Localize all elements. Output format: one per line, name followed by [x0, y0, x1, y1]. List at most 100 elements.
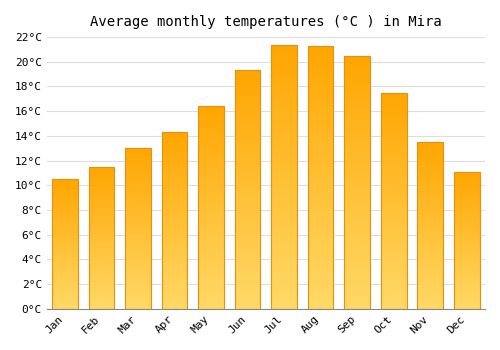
Bar — [52, 179, 78, 182]
Bar — [162, 220, 188, 224]
Bar — [126, 283, 151, 286]
Bar — [52, 179, 78, 309]
Bar — [272, 140, 297, 145]
Bar — [126, 183, 151, 187]
Bar — [454, 276, 479, 279]
Bar — [272, 256, 297, 261]
Bar — [308, 209, 334, 214]
Bar — [454, 279, 479, 281]
Bar — [52, 265, 78, 267]
Bar — [308, 298, 334, 303]
Bar — [162, 263, 188, 266]
Bar — [235, 104, 260, 108]
Bar — [418, 269, 443, 272]
Bar — [344, 101, 370, 106]
Bar — [344, 167, 370, 172]
Bar — [418, 155, 443, 159]
Bar — [308, 256, 334, 261]
Bar — [52, 210, 78, 213]
Bar — [198, 175, 224, 179]
Bar — [162, 136, 188, 139]
Bar — [308, 88, 334, 93]
Bar — [235, 256, 260, 261]
Bar — [52, 228, 78, 231]
Bar — [381, 106, 406, 110]
Bar — [235, 113, 260, 118]
Bar — [381, 296, 406, 300]
Bar — [126, 261, 151, 264]
Bar — [272, 145, 297, 150]
Bar — [162, 277, 188, 280]
Bar — [308, 77, 334, 83]
Bar — [381, 188, 406, 192]
Bar — [344, 157, 370, 162]
Bar — [126, 248, 151, 251]
Bar — [162, 171, 188, 175]
Bar — [272, 203, 297, 208]
Bar — [235, 285, 260, 290]
Bar — [198, 236, 224, 240]
Bar — [52, 202, 78, 205]
Bar — [381, 248, 406, 253]
Bar — [272, 66, 297, 71]
Bar — [162, 284, 188, 288]
Bar — [272, 177, 297, 182]
Bar — [89, 255, 114, 258]
Bar — [126, 206, 151, 209]
Bar — [52, 301, 78, 303]
Bar — [235, 304, 260, 309]
Bar — [198, 288, 224, 293]
Bar — [454, 188, 479, 191]
Bar — [308, 182, 334, 188]
Bar — [381, 192, 406, 196]
Bar — [308, 172, 334, 177]
Bar — [272, 272, 297, 277]
Bar — [344, 147, 370, 152]
Bar — [198, 147, 224, 151]
Bar — [162, 153, 188, 157]
Bar — [52, 275, 78, 278]
Bar — [235, 166, 260, 170]
Bar — [418, 256, 443, 259]
Bar — [89, 181, 114, 184]
Bar — [344, 187, 370, 192]
Bar — [454, 292, 479, 295]
Bar — [198, 252, 224, 256]
Bar — [454, 270, 479, 273]
Bar — [344, 142, 370, 147]
Bar — [272, 155, 297, 161]
Bar — [344, 132, 370, 136]
Bar — [89, 244, 114, 246]
Bar — [89, 187, 114, 189]
Bar — [235, 161, 260, 166]
Bar — [126, 216, 151, 219]
Bar — [162, 132, 188, 136]
Bar — [198, 155, 224, 159]
Bar — [198, 203, 224, 208]
Bar — [344, 294, 370, 299]
Bar — [89, 306, 114, 309]
Bar — [418, 142, 443, 309]
Bar — [272, 240, 297, 245]
Bar — [344, 111, 370, 117]
Bar — [198, 280, 224, 285]
Bar — [308, 151, 334, 156]
Bar — [126, 254, 151, 257]
Bar — [52, 218, 78, 220]
Bar — [381, 270, 406, 274]
Bar — [162, 214, 188, 217]
Bar — [89, 189, 114, 192]
Bar — [454, 229, 479, 232]
Bar — [89, 292, 114, 295]
Bar — [454, 213, 479, 216]
Bar — [454, 240, 479, 243]
Bar — [235, 137, 260, 142]
Bar — [198, 191, 224, 195]
Bar — [235, 190, 260, 194]
Bar — [418, 205, 443, 209]
Bar — [89, 272, 114, 275]
Bar — [344, 278, 370, 284]
Bar — [418, 209, 443, 212]
Bar — [454, 224, 479, 226]
Bar — [272, 277, 297, 282]
